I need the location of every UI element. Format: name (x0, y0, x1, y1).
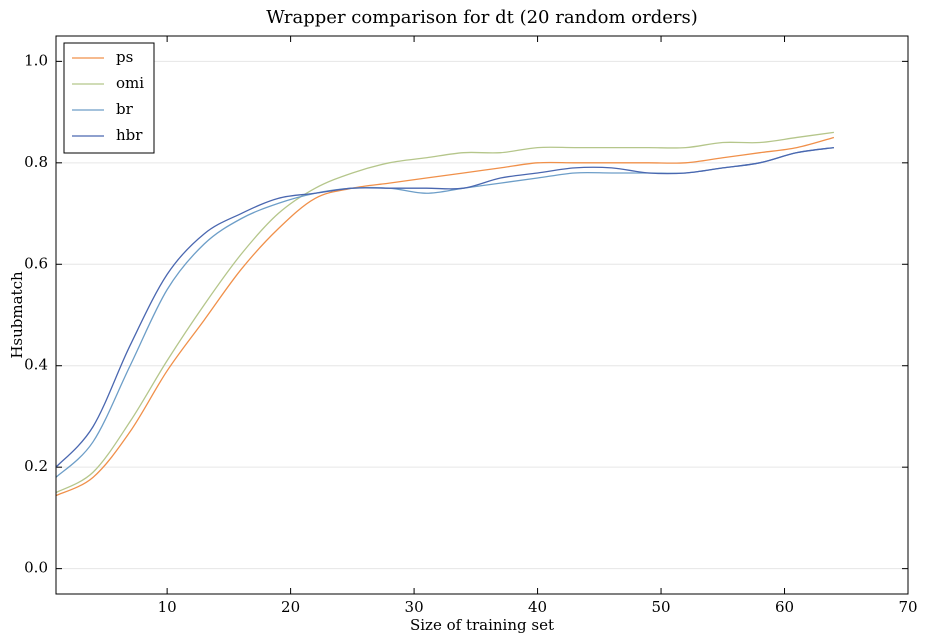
y-tick-label: 0.4 (24, 356, 48, 374)
legend-box (63, 42, 155, 154)
x-tick-label: 70 (898, 598, 917, 616)
line (55, 131, 835, 494)
x-tick-label: 40 (528, 598, 547, 616)
y-tick-label: 1.0 (24, 51, 48, 69)
legend-label: hbr (116, 126, 143, 144)
x-tick-label: 10 (158, 598, 177, 616)
y-tick-label: 0.0 (24, 559, 48, 577)
plot-frame (55, 35, 909, 595)
line (55, 146, 835, 478)
legend-label: ps (116, 48, 133, 66)
y-tick-label: 0.8 (24, 153, 48, 171)
y-tick-label: 0.6 (24, 254, 48, 272)
x-tick-label: 50 (651, 598, 670, 616)
legend-label: br (116, 100, 134, 118)
chart-title: Wrapper comparison for dt (20 random ord… (266, 7, 698, 28)
y-axis-label: Hsubmatch (8, 271, 26, 359)
x-tick-label: 20 (281, 598, 300, 616)
x-tick-label: 60 (775, 598, 794, 616)
line (55, 136, 835, 497)
y-tick-label: 0.2 (24, 457, 48, 475)
x-axis-label: Size of training set (410, 616, 554, 634)
x-tick-label: 30 (405, 598, 424, 616)
legend-label: omi (116, 74, 144, 92)
legend: ps omi br hbr (63, 42, 155, 154)
line (55, 146, 835, 468)
